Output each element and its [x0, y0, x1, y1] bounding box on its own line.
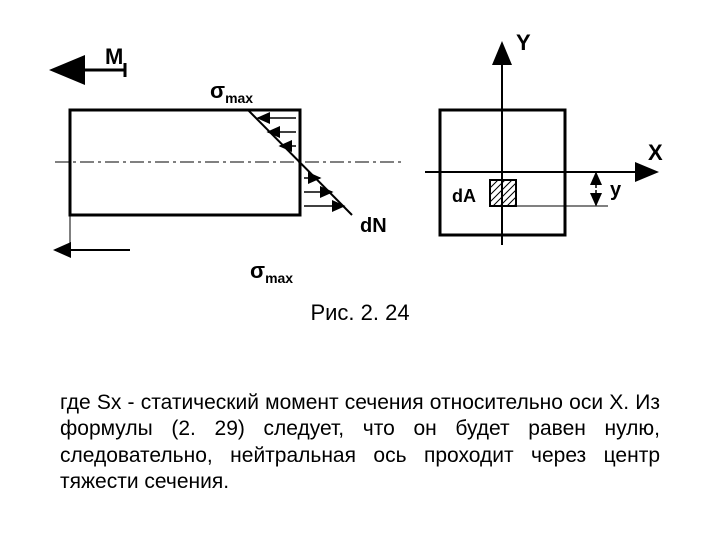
figure-caption: Рис. 2. 24 [0, 300, 720, 326]
bending-stress-diagram: M σmax σmax dN Y X dA y [0, 20, 720, 300]
label-y: y [610, 179, 622, 201]
body-paragraph: где Sx - статический момент сечения отно… [60, 390, 660, 495]
label-dA: dA [452, 186, 476, 206]
label-dN: dN [360, 215, 387, 237]
label-M: M [105, 44, 123, 69]
label-X: X [648, 140, 663, 165]
label-Y: Y [516, 30, 531, 55]
label-sigma-max-bottom: σmax [250, 258, 293, 286]
label-sigma-max-top: σmax [210, 78, 253, 106]
